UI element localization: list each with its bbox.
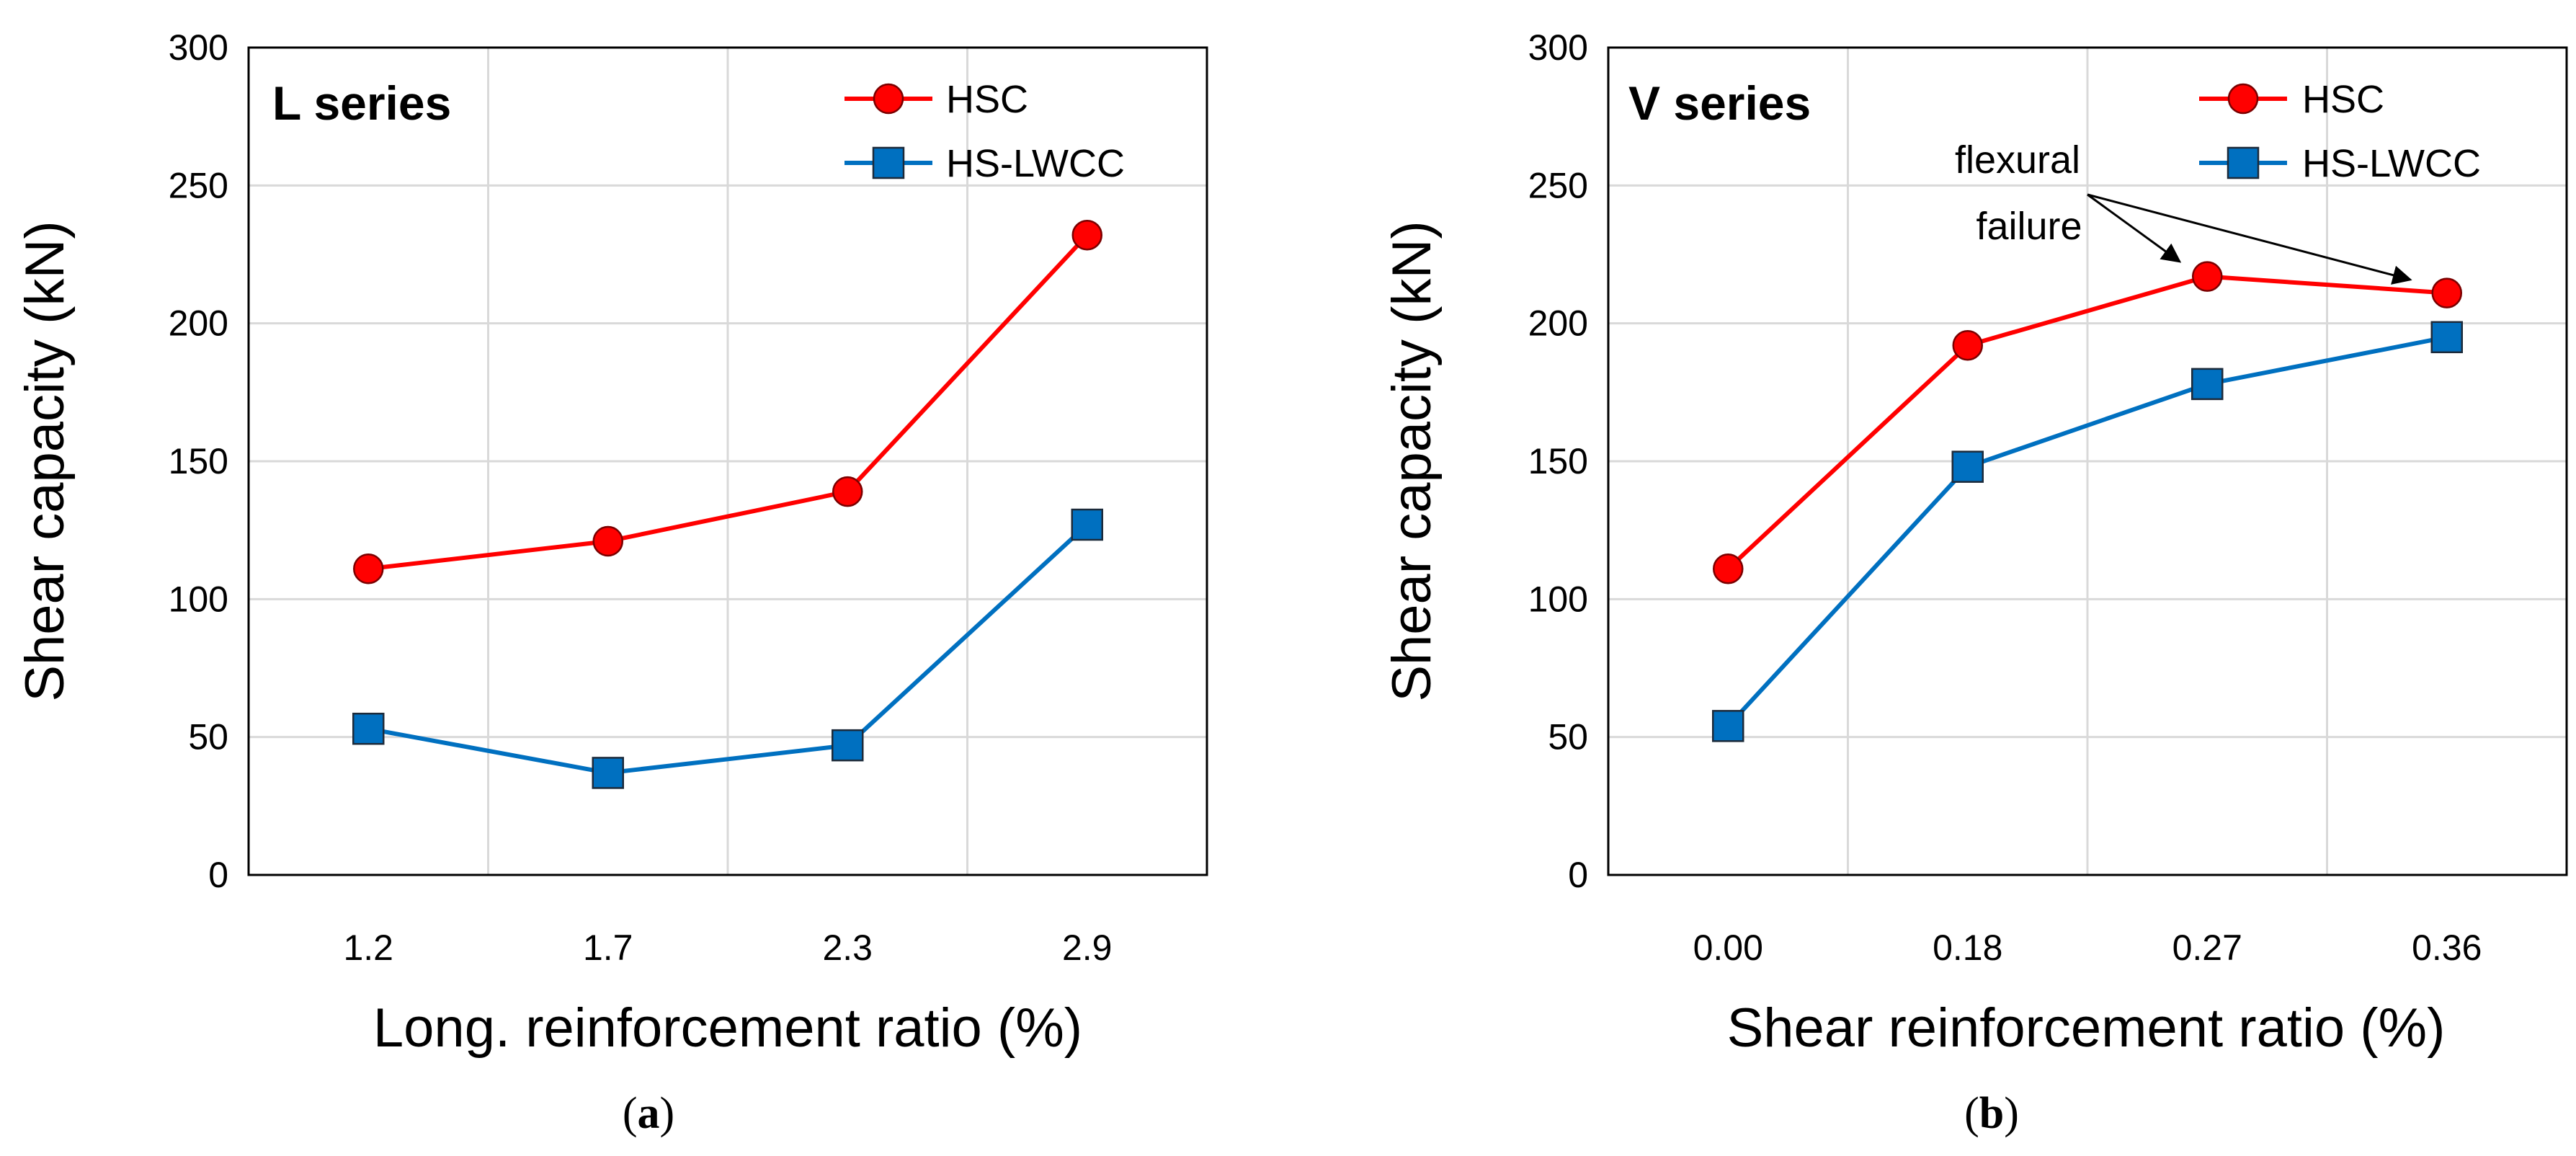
chart-a-line-hslwcc <box>367 523 1089 775</box>
chart-b-point-hsc-0.00 <box>1713 553 1744 584</box>
chart-b-x-ticks: 0.00 0.18 0.27 0.36 <box>1693 928 2482 968</box>
chart-a-ytick-0: 0 <box>208 855 228 895</box>
chart-a-point-hsc-2.9 <box>1071 219 1102 251</box>
chart-b-point-hsc-0.36 <box>2431 277 2462 308</box>
chart-b-series <box>1712 261 2463 742</box>
chart-b-point-hsc-0.18 <box>1952 330 1983 361</box>
chart-b-ytick-50: 50 <box>1548 717 1588 757</box>
chart-b-ytick-0: 0 <box>1568 855 1588 895</box>
legend-b-hslwcc-marker <box>2227 146 2260 179</box>
chart-a-vgridlines <box>487 48 968 875</box>
legend-b-hsc-label: HSC <box>2302 78 2384 121</box>
chart-b-point-hslwcc-0.00 <box>1712 710 1744 742</box>
chart-a-point-hslwcc-1.2 <box>352 712 385 745</box>
chart-b: 0 50 100 150 200 250 300 0.00 0.18 0.27 0.36 V se… <box>1381 27 2568 1138</box>
annotation-line2: failure <box>1976 205 2082 248</box>
chart-b-xtick-0.36: 0.36 <box>2412 928 2482 968</box>
legend-a-hslwcc-marker <box>872 146 905 179</box>
chart-b-point-hslwcc-0.36 <box>2430 321 2463 354</box>
legend-a-hsc-marker <box>873 83 904 115</box>
chart-b-point-hslwcc-0.18 <box>1951 450 1984 483</box>
legend-a-hsc-label: HSC <box>946 78 1028 121</box>
chart-a-point-hsc-2.3 <box>832 476 863 507</box>
chart-b-vgridlines <box>1847 48 2328 875</box>
chart-a-series <box>352 219 1103 789</box>
chart-b-ylabel: Shear capacity (kN) <box>1381 221 1443 701</box>
chart-a-x-ticks: 1.2 1.7 2.3 2.9 <box>343 928 1112 968</box>
chart-b-plot-border <box>1607 46 2568 876</box>
chart-a-line-hsc <box>367 234 1089 572</box>
chart-a-y-ticks: 0 50 100 150 200 250 300 <box>169 27 228 895</box>
chart-b-point-hslwcc-0.27 <box>2191 368 2224 401</box>
chart-a-xlabel: Long. reinforcement ratio (%) <box>373 997 1082 1059</box>
chart-a-ytick-150: 150 <box>169 441 228 481</box>
chart-b-line-hsc <box>1726 274 2447 571</box>
chart-b-ytick-100: 100 <box>1528 579 1588 619</box>
chart-a-point-hsc-1.7 <box>592 525 623 557</box>
chart-a: 0 50 100 150 200 250 300 1.2 1.7 2.3 2.9 L series… <box>14 27 1208 1138</box>
chart-a-point-hsc-1.2 <box>353 553 384 584</box>
chart-b-panel-label: (b) <box>1964 1089 2019 1138</box>
annotation-line1: flexural <box>1955 138 2080 182</box>
annotation-arrow-1 <box>2087 193 2182 263</box>
chart-b-ytick-150: 150 <box>1528 441 1588 481</box>
chart-b-xtick-0.18: 0.18 <box>1933 928 2002 968</box>
chart-a-ytick-250: 250 <box>169 165 228 205</box>
annotation-arrow-2 <box>2087 193 2412 285</box>
legend-b-hslwcc-label: HS-LWCC <box>2302 142 2481 185</box>
chart-a-panel-label: (a) <box>623 1089 674 1138</box>
legend-a-hslwcc-label: HS-LWCC <box>946 142 1125 185</box>
chart-b-ytick-300: 300 <box>1528 27 1588 68</box>
chart-a-plot-border <box>247 46 1208 876</box>
chart-b-xtick-0.00: 0.00 <box>1693 928 1763 968</box>
chart-a-xtick-1.7: 1.7 <box>583 928 633 968</box>
chart-b-xtick-0.27: 0.27 <box>2172 928 2242 968</box>
chart-a-legend: HSC HS-LWCC <box>844 78 1125 185</box>
chart-b-title: V series <box>1628 76 1811 130</box>
chart-b-xlabel: Shear reinforcement ratio (%) <box>1727 997 2446 1059</box>
chart-b-y-ticks: 0 50 100 150 200 250 300 <box>1528 27 1588 895</box>
chart-a-title: L series <box>272 76 451 130</box>
chart-b-point-hsc-0.27 <box>2192 261 2223 292</box>
chart-a-xtick-2.3: 2.3 <box>822 928 873 968</box>
chart-b-legend: HSC HS-LWCC <box>2199 78 2481 185</box>
chart-a-ylabel: Shear capacity (kN) <box>14 221 76 701</box>
chart-a-ytick-50: 50 <box>188 717 228 757</box>
chart-a-point-hslwcc-1.7 <box>592 757 624 789</box>
chart-a-point-hslwcc-2.3 <box>832 729 864 762</box>
chart-a-xtick-2.9: 2.9 <box>1062 928 1113 968</box>
chart-b-annotation: flexural failure <box>1955 138 2412 285</box>
chart-a-point-hslwcc-2.9 <box>1071 508 1103 541</box>
chart-a-xtick-1.2: 1.2 <box>343 928 393 968</box>
chart-b-line-hslwcc <box>1726 334 2448 728</box>
chart-a-ytick-100: 100 <box>169 579 228 619</box>
chart-b-ytick-200: 200 <box>1528 303 1588 344</box>
chart-a-ytick-300: 300 <box>169 27 228 68</box>
chart-b-ytick-250: 250 <box>1528 165 1588 205</box>
chart-a-ytick-200: 200 <box>169 303 228 344</box>
legend-b-hsc-marker <box>2227 83 2259 115</box>
